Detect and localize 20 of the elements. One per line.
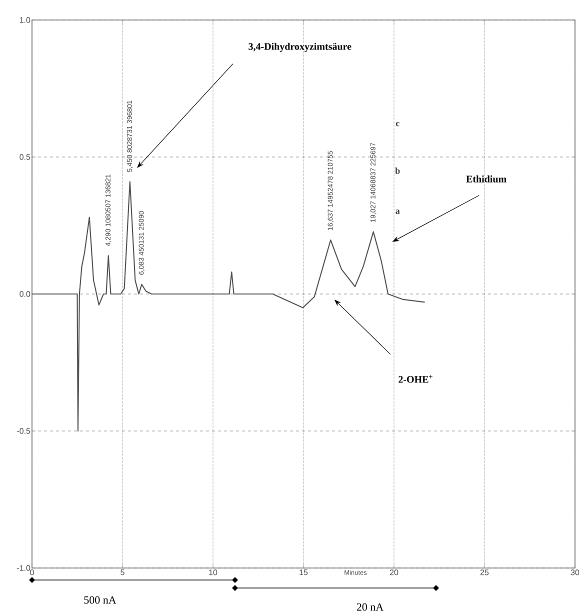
annotation: c bbox=[396, 122, 400, 126]
x-tick-label: 15 bbox=[300, 570, 308, 576]
y-tick-label: -0.5 bbox=[17, 428, 30, 434]
x-tick-label: 25 bbox=[480, 570, 489, 576]
y-tick-label: -1.0 bbox=[17, 565, 30, 571]
y-tick-label: 1.0 bbox=[20, 17, 30, 23]
y-tick-label: 0.5 bbox=[20, 154, 30, 160]
text: 500 nA bbox=[84, 596, 116, 604]
annotation: b bbox=[395, 168, 400, 174]
x-tick-label: 10 bbox=[209, 570, 218, 576]
annotation: 3,4-Dihydroxyzimtsäure bbox=[248, 42, 352, 52]
x-tick-label: 20 bbox=[390, 570, 398, 576]
x-tick-label: 30 bbox=[570, 570, 579, 576]
annotation: a bbox=[396, 210, 400, 214]
y-tick-label: 0.0 bbox=[20, 291, 30, 297]
x-tick-label: 5 bbox=[120, 570, 124, 576]
annotation: 2-OHE$^{+}$ bbox=[398, 375, 432, 383]
text: 20 nA bbox=[356, 603, 384, 611]
annotation: Ethidium bbox=[466, 175, 506, 182]
x-tick-label: 0 bbox=[30, 570, 34, 576]
